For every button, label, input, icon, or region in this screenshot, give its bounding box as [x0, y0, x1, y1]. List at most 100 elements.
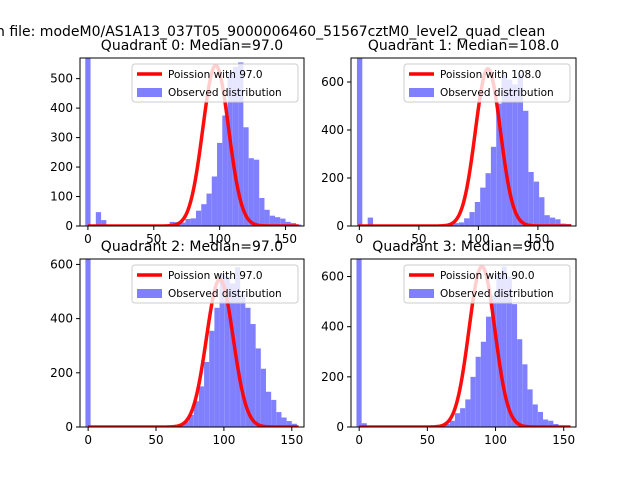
histogram-bar: [275, 217, 281, 226]
y-tick-label: 500: [50, 72, 73, 86]
histogram-bar: [537, 411, 543, 427]
legend-hist-label: Observed distribution: [168, 288, 282, 300]
histogram-bar: [511, 304, 518, 427]
histogram-bar: [240, 294, 246, 427]
x-tick-label: 100: [208, 232, 231, 246]
subplot-1: 0 50 100 150 0 200 400 600 Quadrant 1: Median=10…: [321, 38, 577, 246]
legend-box: [131, 63, 299, 103]
poisson-fit-line: [88, 277, 299, 427]
histogram-bar: [206, 193, 212, 226]
histogram-bar: [469, 212, 475, 226]
histogram-bar: [523, 110, 529, 226]
subplot-title: Quadrant 2: Median=97.0: [101, 239, 283, 255]
histogram-bar: [491, 295, 497, 427]
x-tick-label: 50: [420, 433, 435, 447]
x-tick-label: 100: [212, 433, 235, 447]
subplot-title: Quadrant 1: Median=108.0: [368, 38, 559, 54]
histogram-bar: [232, 66, 239, 226]
y-tick-label: 600: [321, 270, 344, 284]
histogram-bar: [224, 276, 230, 427]
x-tick-label: 150: [274, 232, 297, 246]
legend-hist-swatch: [137, 289, 162, 298]
histogram-bar: [527, 389, 533, 427]
histogram-bar: [255, 348, 261, 427]
histogram-bar: [190, 218, 196, 226]
legend-box: [403, 264, 571, 304]
y-tick-label: 400: [321, 320, 344, 334]
legend: Poission with 90.0 Observed distribution: [403, 264, 571, 304]
histogram-bar: [243, 127, 249, 226]
subplot-2: 0 50 100 150 0 200 400 600 Quadrant 2: Median=97…: [50, 239, 305, 447]
histogram-bar: [544, 215, 550, 226]
histogram-bar: [222, 115, 228, 226]
histogram-bar: [214, 307, 220, 427]
histogram-bar: [188, 414, 194, 427]
histogram-bar: [356, 58, 363, 226]
histogram-bar: [460, 408, 466, 427]
subplot-title: Quadrant 3: Median=90.0: [372, 239, 554, 255]
histogram-bar: [235, 267, 241, 427]
subplot-title: Quadrant 0: Median=97.0: [101, 38, 283, 54]
histogram-bar: [85, 58, 91, 226]
axes-frame: [350, 57, 577, 227]
histogram-bar: [548, 420, 554, 427]
x-tick-label: 150: [280, 433, 303, 447]
x-tick-label: 0: [84, 433, 92, 447]
y-tick-label: 400: [50, 101, 73, 115]
plot-area: [356, 259, 571, 427]
histogram-bar: [522, 364, 528, 427]
histogram-bar: [245, 307, 251, 427]
y-tick-label: 200: [321, 370, 344, 384]
histogram-bar: [101, 220, 107, 226]
subplot-3: 0 50 100 150 0 200 400 600 Quadrant 3: Median=90…: [321, 239, 577, 447]
histogram-bar: [506, 276, 512, 427]
histogram-bar: [280, 218, 286, 226]
legend-hist-swatch: [137, 88, 162, 97]
histogram-bar: [543, 419, 549, 427]
y-tick-label: 0: [65, 219, 73, 233]
histogram-bar: [260, 368, 266, 427]
histogram-bar: [480, 341, 486, 427]
histogram-bar: [229, 283, 236, 427]
y-tick-label: 200: [50, 160, 73, 174]
x-tick-label: 50: [148, 433, 163, 447]
histogram-bar: [204, 361, 210, 427]
y-tick-label: 400: [50, 312, 73, 326]
plot-area: [356, 58, 572, 226]
legend-hist-label: Observed distribution: [168, 87, 282, 99]
histogram-bar: [449, 420, 455, 427]
histogram-bar: [217, 142, 223, 226]
y-tick-label: 600: [50, 257, 73, 271]
y-tick-label: 0: [65, 420, 73, 434]
histogram-bar: [264, 209, 270, 226]
legend-fit-label: Poission with 108.0: [440, 69, 541, 81]
histogram-bar: [95, 212, 102, 226]
histogram-bar: [183, 421, 189, 427]
histogram-bar: [265, 391, 272, 427]
histogram-bar: [238, 62, 244, 226]
legend: Poission with 97.0 Observed distribution: [131, 63, 299, 103]
histogram-bar: [281, 417, 287, 427]
histogram-bar: [209, 330, 215, 427]
histogram-bar: [470, 376, 476, 427]
figure-suptitle: n file: modeM0/AS1A13_037T05_9000006460_…: [0, 24, 545, 40]
x-tick-label: 100: [484, 433, 507, 447]
y-tick-label: 200: [50, 366, 73, 380]
histogram-bar: [555, 219, 561, 226]
histogram-bar: [286, 421, 292, 427]
histogram-bar: [465, 399, 471, 427]
histogram-bar: [248, 158, 254, 226]
legend-box: [403, 63, 571, 103]
histogram-bar: [198, 386, 205, 427]
y-tick-label: 300: [50, 131, 73, 145]
histogram-bar: [485, 173, 491, 226]
histogram-bar: [250, 324, 256, 427]
histogram-bar: [533, 181, 540, 226]
histogram-bar: [539, 197, 545, 226]
histogram-bar: [444, 423, 450, 427]
histogram-bar: [454, 413, 461, 427]
histogram-bar: [501, 266, 507, 427]
y-tick-label: 400: [321, 123, 344, 137]
histogram-bar: [269, 215, 276, 226]
